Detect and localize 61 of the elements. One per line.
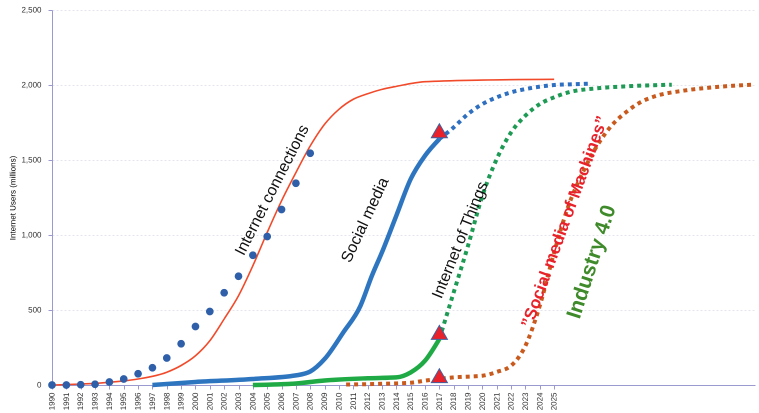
x-tick-label: 2008 bbox=[306, 392, 315, 410]
x-tick-label: 2010 bbox=[334, 392, 344, 410]
x-tick-label: 2003 bbox=[234, 392, 244, 410]
x-tick-label: 1996 bbox=[134, 392, 143, 410]
point bbox=[106, 378, 114, 386]
x-tick-label: 2023 bbox=[520, 392, 530, 410]
x-tick-label: 1995 bbox=[119, 392, 128, 410]
x-tick-label: 1992 bbox=[76, 392, 86, 410]
x-tick-label: 2012 bbox=[363, 392, 372, 410]
x-tick-label: 2025 bbox=[550, 392, 559, 410]
x-tick-label: 1990 bbox=[48, 392, 56, 410]
point bbox=[162, 354, 171, 362]
y-axis-title: Internet Users (millions) bbox=[8, 155, 18, 240]
point bbox=[91, 380, 99, 388]
x-tick-label: 2002 bbox=[220, 392, 229, 410]
x-tick-label: 2022 bbox=[506, 392, 516, 410]
point bbox=[206, 308, 214, 316]
x-tick-label: 1997 bbox=[148, 392, 157, 410]
x-tick-label: 2004 bbox=[248, 392, 258, 410]
point bbox=[430, 368, 448, 384]
x-tick-label: 2024 bbox=[535, 392, 544, 410]
x-tick-label: 2000 bbox=[190, 392, 200, 410]
x-tick-label: 1999 bbox=[176, 392, 186, 410]
x-tick-label: 2001 bbox=[205, 392, 214, 410]
y-tick-label: 2,000 bbox=[21, 80, 42, 90]
point bbox=[62, 381, 70, 389]
point bbox=[220, 288, 228, 297]
x-tick-label: 2021 bbox=[492, 392, 502, 410]
x-tick-label: 2018 bbox=[449, 392, 458, 410]
point bbox=[120, 375, 128, 383]
x-tick-label: 1998 bbox=[162, 392, 172, 410]
x-tick-label: 2005 bbox=[262, 392, 272, 410]
y-tick-label: 500 bbox=[28, 306, 42, 314]
x-tick-label: 1993 bbox=[90, 392, 100, 410]
x-tick-label: 2013 bbox=[377, 392, 386, 410]
x-tick-label: 2020 bbox=[478, 392, 487, 410]
y-tick-label: 1,000 bbox=[21, 230, 42, 240]
x-tick-label: 2019 bbox=[464, 392, 473, 410]
x-tick-label: 2011 bbox=[348, 392, 358, 410]
y-tick-label: 0 bbox=[37, 380, 42, 390]
point bbox=[430, 324, 448, 340]
x-tick-label: 2016 bbox=[420, 392, 430, 410]
point bbox=[278, 206, 286, 214]
y-tick-label: 1,500 bbox=[21, 156, 42, 164]
point bbox=[192, 322, 200, 330]
x-tick-label: 2007 bbox=[291, 392, 300, 410]
x-tick-label: 2006 bbox=[277, 392, 286, 410]
x-tick-label: 2009 bbox=[320, 392, 330, 410]
x-tick-label: 2014 bbox=[392, 392, 401, 410]
x-tick-label: 2015 bbox=[406, 392, 416, 410]
x-tick-label: 1991 bbox=[62, 392, 71, 410]
point bbox=[177, 340, 185, 348]
point bbox=[430, 123, 448, 138]
point bbox=[234, 272, 242, 280]
point bbox=[134, 370, 142, 378]
x-tick-label: 1994 bbox=[104, 392, 114, 410]
annotation: Social media bbox=[338, 175, 393, 266]
point bbox=[76, 380, 85, 389]
point bbox=[148, 364, 156, 372]
y-tick-label: 2,500 bbox=[21, 6, 42, 14]
x-tick-label: 2017 bbox=[434, 392, 444, 410]
